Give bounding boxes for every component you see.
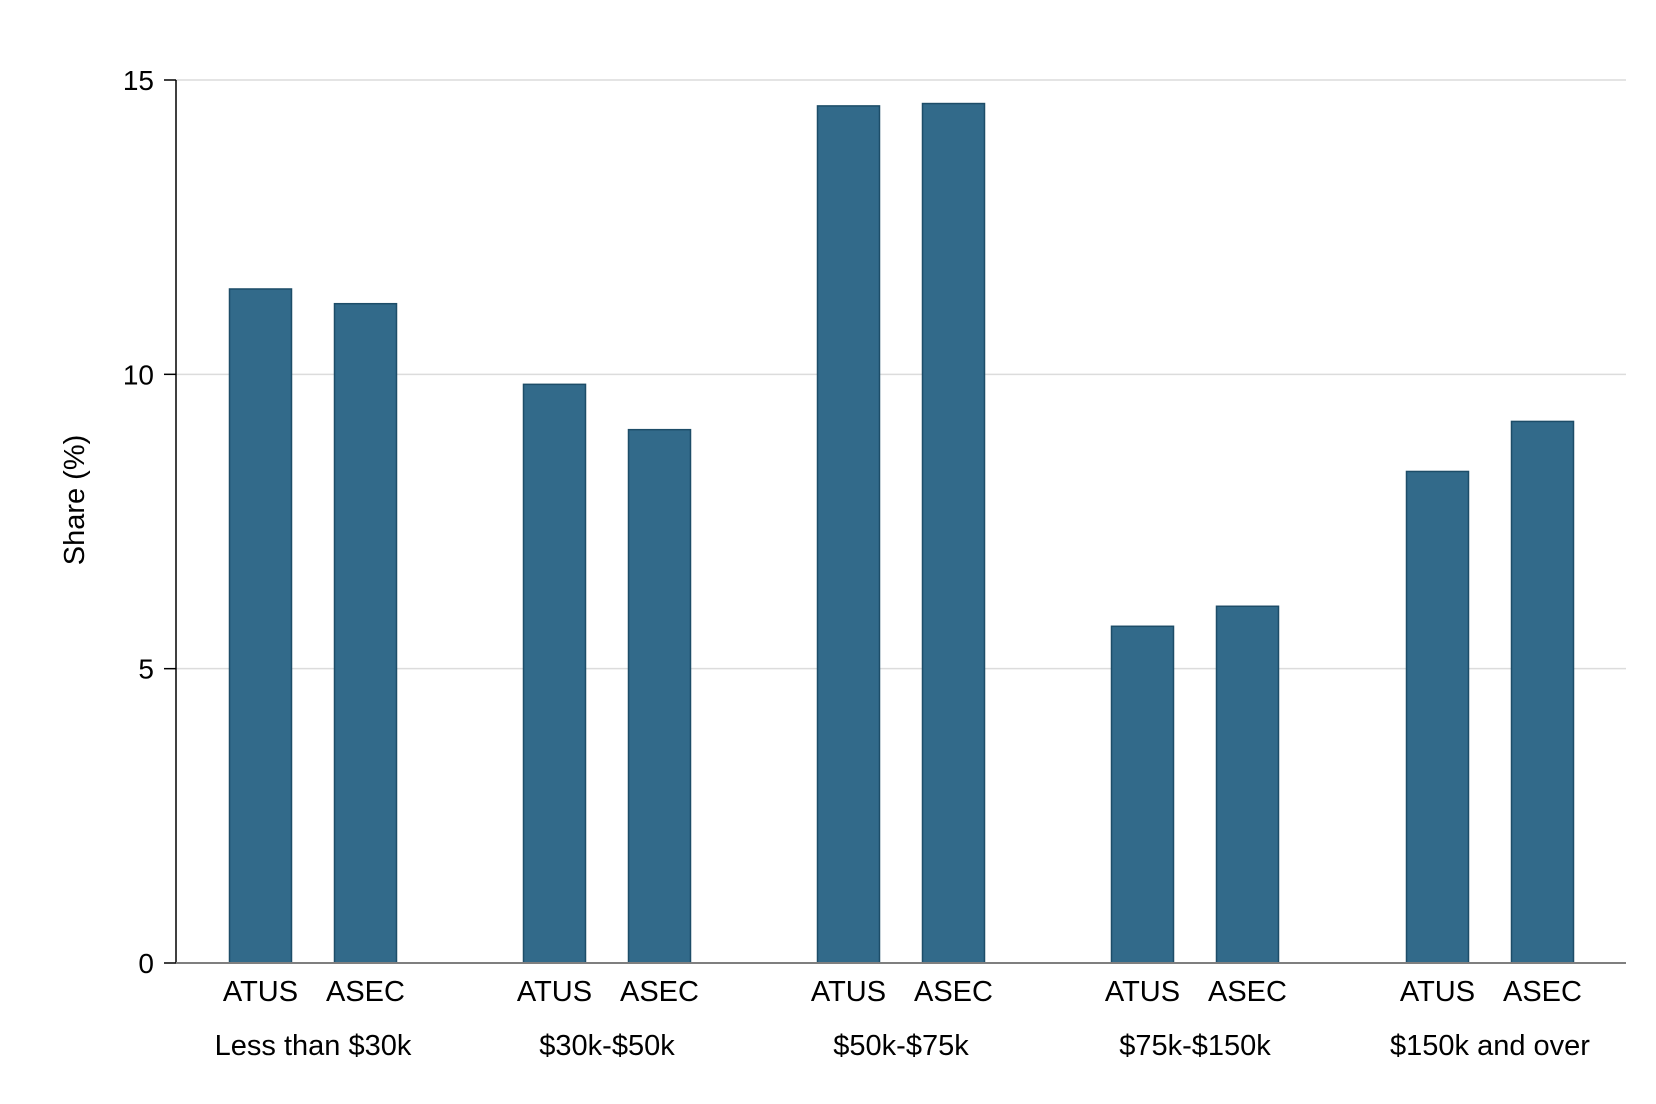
y-tick-label: 15 [123,65,154,96]
bar-label: ATUS [223,976,298,1008]
bar [522,383,587,964]
group-label: $30k-$50k [539,1030,675,1062]
bar-label: ASEC [914,976,993,1008]
bar-label: ASEC [1208,976,1287,1008]
group-label: $50k-$75k [833,1030,969,1062]
bar-label: ASEC [1503,976,1582,1008]
bar [921,102,986,964]
y-tick-label: 0 [138,948,154,979]
bar [333,302,398,964]
bar-label: ATUS [811,976,886,1008]
bar [816,105,881,964]
y-tick-label: 10 [123,359,154,390]
bar [1510,420,1575,964]
bar-label: ASEC [620,976,699,1008]
bar [1215,605,1280,964]
bar-label: ASEC [326,976,405,1008]
bar [1110,625,1175,964]
gridlines [176,79,1626,670]
bar [627,428,692,964]
axes: 0 5 10 15 ATUS ASEC Less than $30k ATUS ASEC $30k… [123,65,1626,1062]
bars [228,102,1575,964]
group-label: $150k and over [1390,1030,1590,1062]
group-label: Less than $30k [215,1030,412,1062]
bar [1405,470,1470,964]
y-tick-label: 5 [138,654,154,685]
y-axis-title: Share (%) [59,435,91,566]
bar [228,288,293,964]
group-label: $75k-$150k [1119,1030,1271,1062]
bar-label: ATUS [517,976,592,1008]
bar-label: ATUS [1400,976,1475,1008]
bar-label: ATUS [1105,976,1180,1008]
